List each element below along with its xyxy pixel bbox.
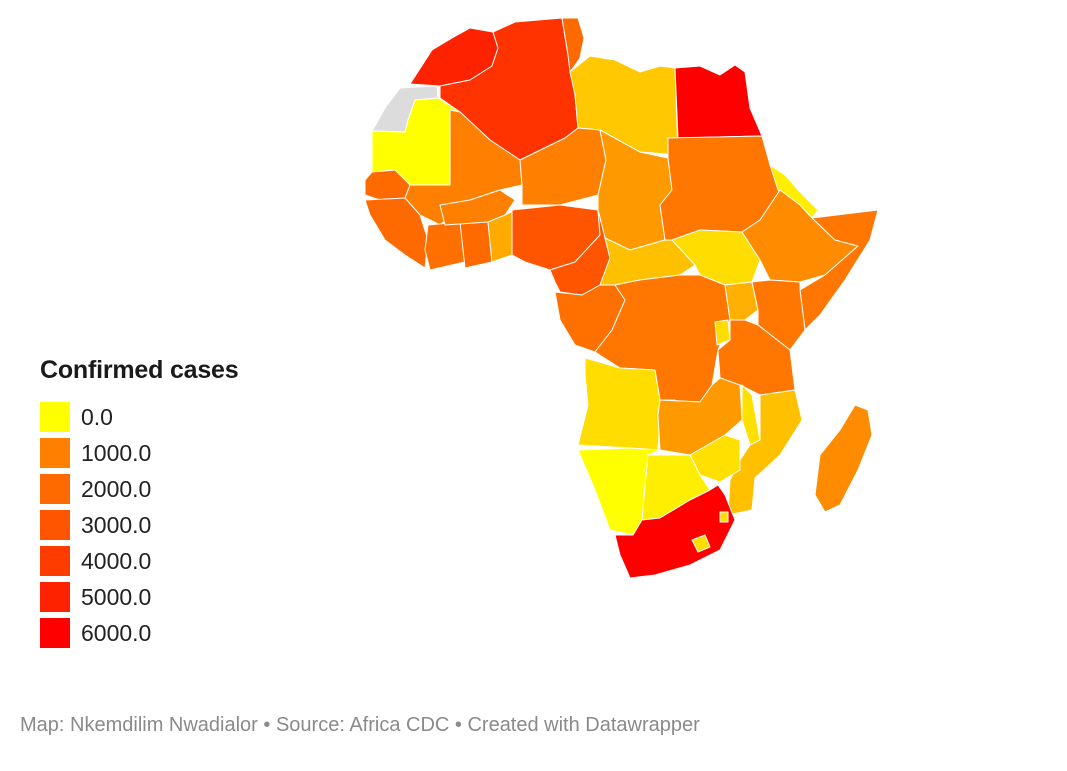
legend-swatch (40, 510, 70, 540)
legend-item: 3000.0 (40, 507, 238, 543)
south-africa-region (614, 484, 736, 579)
legend-label: 3000.0 (81, 511, 152, 538)
legend-item: 5000.0 (40, 579, 238, 615)
legend-item: 0.0 (40, 399, 238, 435)
legend-label: 1000.0 (81, 439, 152, 466)
legend-swatch (40, 546, 70, 576)
legend-item: 4000.0 (40, 543, 238, 579)
legend-label: 4000.0 (81, 547, 152, 574)
legend-label: 6000.0 (81, 619, 152, 646)
ghana-region (459, 221, 493, 269)
legend-item: 1000.0 (40, 435, 238, 471)
map-legend: Confirmed cases 0.0 1000.0 2000.0 3000.0 400… (40, 356, 239, 651)
kenya-region (751, 279, 806, 351)
burkina-faso-region (439, 189, 516, 226)
legend-title: Confirmed cases (40, 356, 239, 384)
legend-swatch (40, 582, 70, 612)
legend-items: 0.0 1000.0 2000.0 3000.0 4000.0 5000.0 6000.0 (40, 399, 238, 651)
legend-swatch (40, 438, 70, 468)
madagascar-region (814, 404, 873, 513)
tunisia-region (561, 17, 585, 73)
legend-swatch (40, 402, 70, 432)
legend-swatch (40, 474, 70, 504)
legend-swatch (40, 618, 70, 648)
footer-credit: Map: Nkemdilim Nwadialor • Source: Afric… (20, 714, 700, 736)
legend-item: 6000.0 (40, 615, 238, 651)
lesotho-region (691, 534, 711, 553)
legend-label: 2000.0 (81, 475, 152, 502)
ivory-coast-region (424, 221, 466, 271)
eswatini-region (719, 511, 729, 523)
mozambique-region (727, 389, 803, 516)
legend-item: 2000.0 (40, 471, 238, 507)
legend-label: 5000.0 (81, 583, 152, 610)
egypt-region (674, 64, 763, 139)
uganda-region (724, 281, 759, 321)
guinea-region (364, 197, 429, 269)
legend-label: 0.0 (81, 403, 113, 430)
